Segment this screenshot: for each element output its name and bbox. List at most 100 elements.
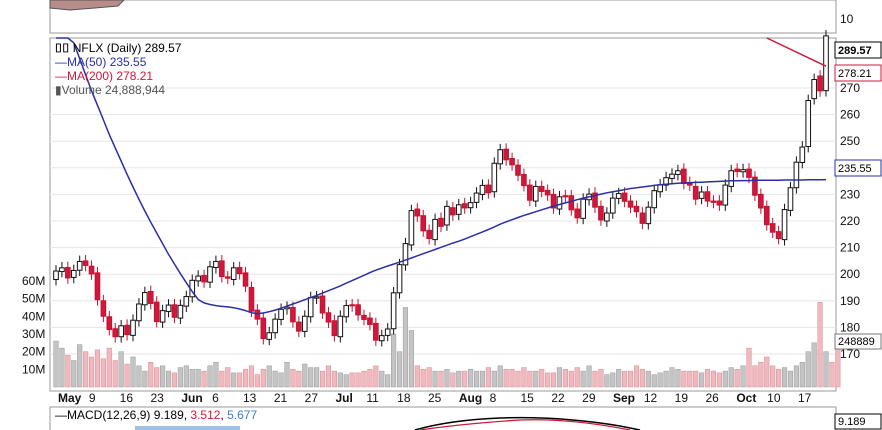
candle-body [165, 304, 172, 312]
volume-bar [154, 367, 160, 388]
ma200-badge: 278.21 [834, 64, 882, 82]
candle-body [580, 198, 586, 219]
volume-bar [669, 367, 675, 388]
candle-body [76, 260, 83, 271]
candle-body [301, 315, 308, 332]
volume-bar [420, 369, 426, 388]
candle-body [544, 189, 551, 196]
candle-body [112, 328, 119, 338]
candle-body [775, 231, 782, 240]
volume-bar [556, 367, 563, 388]
price-tick-label: 260 [840, 108, 860, 122]
volume-bar [521, 367, 527, 388]
candle-body [497, 149, 504, 165]
volume-bar [533, 370, 539, 388]
top-panel-tick: 10 [840, 12, 854, 26]
volume-bar [100, 358, 106, 388]
date-tick-label: 16 [120, 391, 134, 405]
volume-bar [568, 370, 574, 388]
top-panel-red-area [49, 0, 125, 11]
date-tick-label: 29 [582, 391, 596, 405]
candle-body [124, 324, 130, 336]
svg-text:248889: 248889 [838, 336, 875, 348]
ma50-legend-line-icon: — [55, 55, 67, 69]
candle-body [698, 191, 705, 199]
volume-bar [580, 370, 586, 388]
volume-bar [118, 351, 124, 388]
candle-body [515, 164, 521, 176]
macd-signal-line [419, 419, 631, 430]
candle-body [70, 269, 77, 278]
candle-body [171, 304, 178, 318]
volume-bar [485, 367, 491, 388]
volume-bar [752, 365, 758, 388]
candle-body [532, 185, 539, 202]
volume-badge: 248889 [834, 333, 882, 350]
candle-body [651, 190, 658, 209]
volume-bar [266, 365, 272, 388]
candle-body [337, 315, 344, 338]
candle-body [159, 310, 166, 323]
volume-bar [829, 362, 835, 388]
volume-bar [379, 370, 385, 388]
candle-body [805, 100, 812, 148]
volume-bar [112, 360, 118, 388]
candle-body [574, 208, 581, 219]
date-tick-label: 21 [274, 391, 288, 405]
candle-body [509, 157, 515, 166]
volume-bar [177, 367, 183, 388]
candle-body [769, 223, 776, 233]
volume-bar [385, 374, 391, 388]
candle-body [592, 192, 598, 208]
candle-body [758, 193, 764, 209]
volume-bar [148, 362, 154, 388]
volume-bar [53, 340, 59, 388]
svg-text:278.21: 278.21 [838, 68, 872, 80]
main-panel-frame [49, 37, 837, 392]
ma200-line [766, 37, 827, 67]
price-tick-label: 250 [840, 134, 860, 148]
volume-bar [527, 370, 533, 388]
volume-bar [414, 365, 420, 388]
volume-bar [136, 365, 142, 388]
volume-bar [254, 374, 260, 388]
candle-body [213, 260, 219, 269]
legend-symbol-value: 289.57 [144, 41, 182, 55]
candle-body [728, 170, 735, 187]
volume-bar [426, 367, 432, 388]
volume-tick-label: 40M [22, 309, 45, 323]
volume-bar [195, 369, 201, 388]
candle-body [663, 177, 669, 186]
legend-macd-signal: 3.512 [190, 408, 221, 422]
date-tick-label: Sep [613, 391, 635, 405]
volume-bar [746, 347, 752, 388]
candle-body [396, 264, 403, 294]
candle-body [260, 317, 267, 340]
volume-bar [207, 365, 213, 388]
volume-bar [823, 351, 829, 388]
volume-tick-label: 50M [22, 292, 45, 306]
volume-bar [793, 365, 799, 388]
volume-bar [456, 370, 462, 388]
volume-bar [337, 372, 343, 388]
candle-body [823, 35, 829, 92]
volume-bar [160, 365, 166, 388]
volume-bar [349, 372, 355, 388]
volume-bar [65, 354, 71, 388]
date-tick-label: 15 [521, 391, 535, 405]
candle-body [609, 197, 616, 214]
candle-body [710, 200, 717, 203]
volume-bar [260, 369, 266, 388]
candle-body [361, 314, 367, 320]
ma50-line [56, 37, 827, 315]
volume-bar [764, 356, 770, 388]
volume-bar [355, 372, 361, 388]
volume-bar [278, 372, 284, 388]
candle-body [645, 206, 652, 225]
candle-body [278, 308, 284, 320]
volume-bar [319, 370, 326, 388]
candle-body [343, 305, 350, 318]
candle-body [746, 168, 752, 178]
volume-bar [699, 372, 705, 388]
volume-bar [284, 362, 290, 388]
